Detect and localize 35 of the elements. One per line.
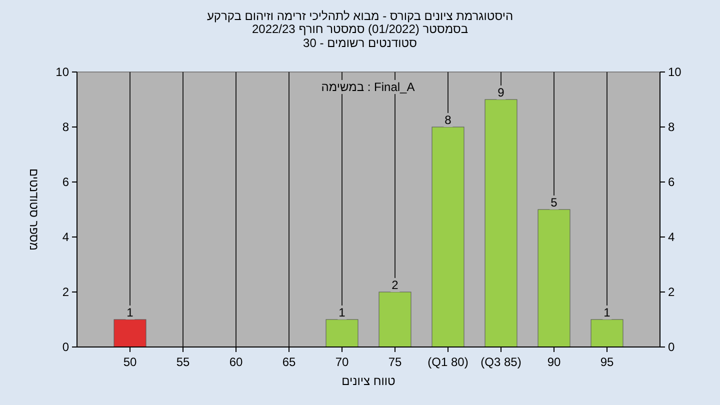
x-tick-label: 55	[176, 355, 190, 369]
x-tick-label: 75	[388, 355, 402, 369]
y2-tick-label: 4	[668, 230, 675, 244]
data-label: 1	[604, 306, 611, 320]
y-tick-label: 10	[56, 65, 70, 79]
data-label: 1	[126, 306, 134, 320]
data-label: 2	[392, 278, 399, 292]
chart-subtitle: בסמסטר (01/2022) סמסטר חורף 2022/23	[252, 22, 468, 36]
x-tick-label: 60	[229, 355, 243, 369]
data-label: 8	[444, 113, 452, 127]
y-tick-label: 6	[62, 175, 70, 189]
y2-tick-label: 10	[668, 65, 682, 79]
x-tick-label: 50	[123, 355, 137, 369]
y-axis-title: מספר סטודנטים	[27, 168, 41, 251]
y2-tick-label: 0	[668, 340, 675, 354]
y-tick-label: 4	[62, 230, 70, 244]
data-label: 1	[338, 306, 346, 320]
x-tick-label: (Q1 80)	[428, 355, 468, 369]
y2-tick-label: 8	[668, 120, 675, 134]
y2-tick-label: 6	[668, 175, 675, 189]
y-tick-label: 2	[62, 285, 70, 299]
x-tick-label: 90	[547, 355, 561, 369]
x-tick-label: 95	[600, 355, 614, 369]
x-tick-label: 65	[282, 355, 296, 369]
y-tick-label: 8	[62, 120, 70, 134]
y2-tick-label: 2	[668, 285, 675, 299]
annotation: במשימה : Final_A	[321, 80, 415, 94]
data-label: 5	[550, 196, 558, 210]
x-tick-label: (Q3 85)	[480, 355, 522, 369]
x-axis-title: טווח ציונים	[342, 374, 396, 388]
data-label: 9	[498, 86, 505, 100]
chart-title: היסטוגרמת ציונים בקורס - מבוא לתהליכי זרימה וזיהום בקרקע	[206, 9, 514, 23]
y-tick-label: 0	[62, 340, 70, 354]
text: סטודנטים רשומים - 30	[303, 36, 418, 50]
x-tick-label: 70	[335, 355, 349, 369]
